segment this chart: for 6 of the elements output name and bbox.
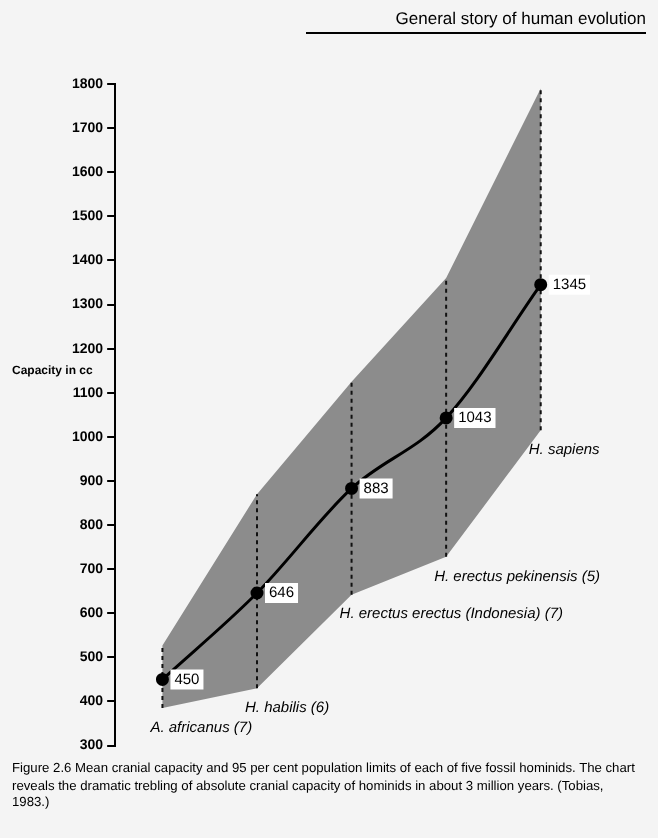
chart-title: General story of human evolution — [306, 8, 646, 34]
point — [534, 278, 548, 292]
point — [155, 672, 169, 686]
point — [439, 411, 453, 425]
point — [250, 586, 264, 600]
point — [345, 481, 359, 495]
